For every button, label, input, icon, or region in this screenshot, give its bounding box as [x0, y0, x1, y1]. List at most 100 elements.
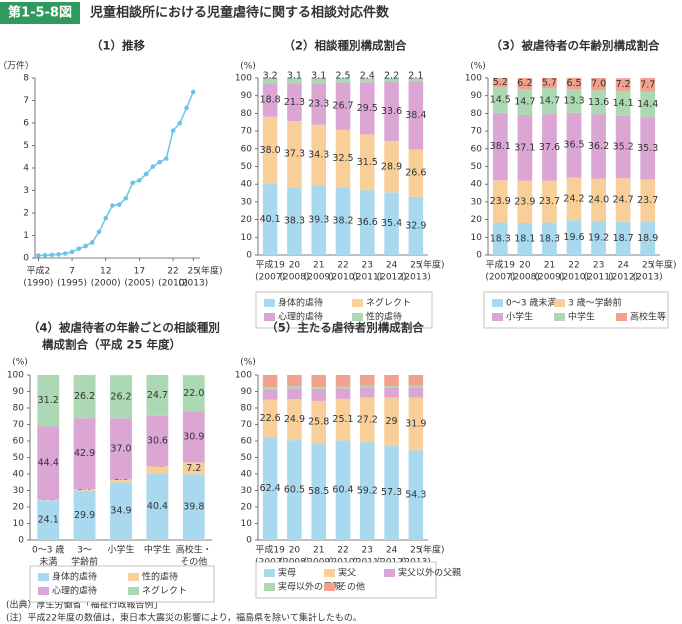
data-label: 31.9 [405, 419, 426, 430]
bar-segment [311, 124, 326, 186]
y-tick-label: 20 [241, 503, 253, 513]
bar-segment [615, 178, 631, 222]
x-tick-label: 7 [69, 267, 75, 277]
data-label: 7.7 [640, 79, 655, 90]
legend-label: 実母 [278, 567, 296, 579]
bar-segment [262, 387, 278, 390]
data-label: 14.1 [613, 98, 634, 109]
bar-segment [360, 385, 375, 388]
legend-label: 3 歳～学齢前 [568, 297, 622, 309]
bar-segment [335, 187, 351, 255]
y-unit: (%) [470, 62, 486, 72]
point [56, 252, 61, 257]
legend-swatch [492, 299, 503, 307]
bar-segment [384, 77, 399, 82]
x-tick-label: 平成19 [255, 544, 285, 556]
data-label: 59.2 [357, 486, 378, 497]
y-tick-label: 0 [246, 251, 252, 261]
x-tick-label: 学齢前 [71, 556, 98, 568]
point [137, 178, 142, 183]
bar-segment [311, 400, 326, 444]
y-unit: (%) [12, 358, 28, 368]
bar-segment [262, 116, 278, 185]
bar-segment [110, 482, 132, 540]
data-label: 7.0 [591, 79, 606, 90]
y-tick-label: 0 [23, 254, 29, 264]
data-label: 29.9 [74, 510, 95, 521]
data-label: 18.3 [539, 233, 560, 244]
x-tick-label: 21 [544, 261, 555, 271]
x-tick-label: (2012) [377, 273, 407, 283]
y-tick-label: 100 [235, 371, 252, 381]
y-tick-label: 10 [241, 519, 253, 529]
bar-segment [146, 466, 169, 474]
data-label: 35.3 [637, 143, 658, 154]
data-label: 24.7 [613, 195, 634, 206]
bar-segment [640, 117, 656, 180]
y-tick-label: 100 [235, 74, 252, 84]
legend-label: 中学生 [568, 311, 595, 323]
bar-segment [384, 387, 399, 398]
data-label: 7.2 [616, 79, 631, 90]
bar-segment [182, 474, 205, 540]
x-tick-label: (2009) [534, 273, 564, 283]
x-tick-label: (2009) [304, 273, 334, 283]
bar-segment [110, 375, 132, 419]
x-tick-label: 20 [289, 261, 301, 271]
y-tick-label: 20 [471, 215, 483, 225]
y-tick-label: 4 [23, 164, 29, 174]
x-tick-label: 17 [134, 267, 145, 277]
bar-segment [640, 179, 656, 222]
data-label: 60.4 [332, 485, 353, 496]
legend-swatch [264, 299, 275, 307]
y-tick-label: 70 [13, 420, 25, 430]
y-tick-label: 90 [241, 91, 253, 101]
bar-segment [492, 112, 508, 181]
x-tick-label: 25 [410, 261, 421, 271]
chart-title: （2）相談種別構成割合 [283, 39, 407, 53]
bar-segment [146, 415, 169, 467]
point [89, 240, 95, 245]
chart-title: （5）主たる虐待者別構成割合 [266, 321, 424, 335]
data-label: 30.6 [147, 436, 168, 447]
data-label: 13.6 [588, 97, 609, 108]
bar-segment [384, 375, 399, 387]
x-tick-label: (2010) [328, 273, 358, 283]
bar-segment [384, 141, 399, 193]
bar-segment [146, 375, 169, 416]
bar-segment [73, 375, 96, 419]
point [110, 203, 115, 208]
bar-segment [542, 180, 557, 223]
bar-segment [360, 375, 375, 386]
x-tick-label: (2013) [178, 279, 208, 289]
x-tick-label: 12 [100, 267, 111, 277]
data-label: 3.1 [287, 71, 302, 82]
y-tick-label: 40 [471, 180, 483, 190]
bar-segment [287, 388, 302, 400]
bar-segment [287, 399, 302, 441]
data-label: 38.1 [490, 141, 511, 152]
legend-swatch [324, 583, 335, 591]
y-tick-label: 20 [241, 215, 253, 225]
y-tick-label: 5 [23, 141, 29, 151]
y-unit: (%) [240, 358, 256, 368]
bar-segment [542, 222, 557, 255]
bar-segment [262, 375, 278, 388]
legend-label: 0～3 歳未満 [506, 297, 556, 309]
bar-segment [492, 78, 508, 88]
x-tick-label: 未満 [39, 556, 57, 568]
line [38, 91, 194, 257]
bar-segment [408, 385, 424, 388]
bar-segment [517, 114, 533, 181]
bar-segment [37, 500, 60, 540]
data-label: 2.2 [384, 70, 399, 81]
bar-segment [262, 77, 278, 84]
legend-label: ネグレクト [366, 297, 411, 309]
bar-segment [335, 398, 351, 441]
bar-segment [360, 442, 375, 540]
x-tick-label: 0～3 歳 [32, 544, 64, 556]
data-label: 39.3 [308, 215, 329, 226]
x-tick-label: 23 [362, 261, 373, 271]
x-tick-label: (2007) [485, 273, 515, 283]
